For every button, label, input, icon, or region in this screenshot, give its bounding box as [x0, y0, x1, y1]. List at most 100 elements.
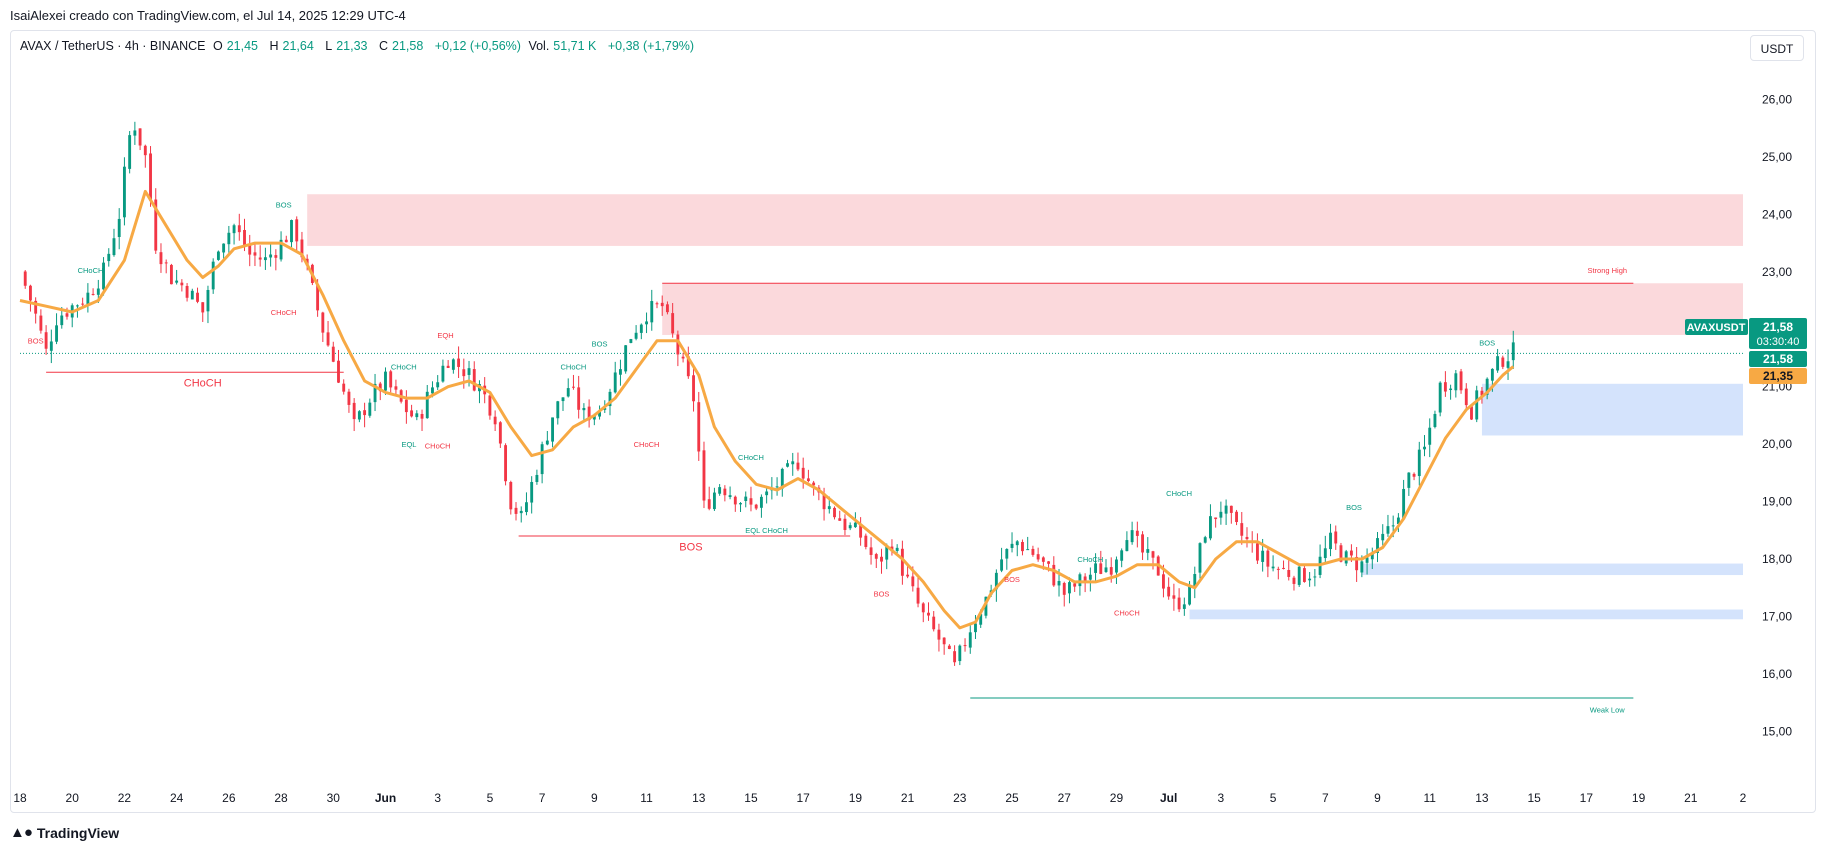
symbol-name[interactable]: AVAX / TetherUS · 4h · BINANCE: [20, 39, 206, 53]
candle-body: [566, 388, 570, 397]
candle-body: [1297, 566, 1301, 585]
y-axis-tick-label: 19,00: [1762, 495, 1792, 509]
candle-body: [133, 130, 137, 136]
candle-body: [290, 220, 293, 243]
candle-body: [519, 510, 523, 514]
candle-body: [1449, 388, 1453, 391]
x-axis-tick-label: 22: [118, 791, 132, 805]
candle-body: [138, 128, 142, 146]
candle-body: [1130, 530, 1134, 543]
tradingview-logo[interactable]: ▲● TradingView: [10, 824, 119, 841]
candle-body: [974, 623, 977, 633]
supply-zone: [307, 194, 1744, 246]
x-axis-tick-label: 5: [1270, 791, 1277, 805]
structure-label: BOS: [28, 337, 44, 346]
candle-body: [833, 507, 836, 518]
structure-label: BOS: [592, 339, 608, 348]
candle-body: [1464, 388, 1468, 406]
candle-body: [232, 225, 236, 234]
y-axis-tick-label: 18,00: [1762, 552, 1792, 566]
candle-body: [1229, 505, 1233, 513]
candle-body: [1151, 551, 1155, 558]
candle-body: [947, 645, 951, 649]
x-axis-tick-label: 30: [327, 791, 341, 805]
x-axis-tick-label: 20: [66, 791, 80, 805]
x-axis-tick-label: 7: [539, 791, 546, 805]
price-change: +0,12 (+0,56%): [434, 39, 521, 53]
candle-body: [561, 397, 565, 402]
candle-body: [378, 383, 382, 392]
candle-body: [1480, 390, 1484, 396]
x-axis-tick-label: 21: [901, 791, 915, 805]
structure-label: CHoCH: [738, 453, 764, 462]
candle-body: [425, 391, 429, 419]
candle-body: [352, 402, 356, 420]
candle-body: [472, 369, 476, 391]
candle-body: [921, 603, 925, 613]
candle-body: [410, 410, 414, 417]
candle-body: [44, 332, 48, 349]
candle-body: [451, 359, 455, 370]
candle-body: [102, 262, 105, 290]
candle-body: [712, 492, 716, 510]
volume-label: Vol.: [528, 39, 550, 53]
candle-body: [864, 535, 868, 547]
volume-value: 51,71 K: [553, 39, 597, 53]
close-label: C: [378, 39, 389, 53]
candle-body: [686, 356, 690, 377]
x-axis-tick-label: 3: [434, 791, 441, 805]
candle-body: [1459, 371, 1463, 391]
candle-body: [859, 524, 863, 538]
candle-body: [1068, 582, 1071, 594]
candle-body: [1177, 597, 1181, 610]
last-price-badge: [1749, 318, 1807, 349]
candle-body: [1355, 556, 1359, 571]
candle-body: [1005, 548, 1009, 559]
close-price-value: 21,58: [1763, 352, 1793, 366]
candle-body: [493, 416, 497, 425]
candle-body: [587, 406, 591, 421]
structure-label: Strong High: [1587, 266, 1627, 275]
candle-body: [551, 417, 554, 442]
candle-body: [786, 463, 789, 467]
candle-body: [1125, 540, 1129, 552]
candle-body: [222, 243, 226, 253]
candle-body: [869, 547, 873, 555]
candle-body: [603, 408, 607, 410]
candle-body: [1496, 356, 1500, 371]
candle-body: [415, 413, 419, 418]
candle-body: [545, 440, 549, 445]
candle-body: [885, 545, 889, 560]
structure-label: CHoCH: [391, 362, 417, 371]
candle-body: [211, 261, 215, 290]
candle-body: [1349, 550, 1353, 556]
candle-body: [1329, 532, 1332, 550]
candle-body: [180, 282, 184, 286]
candle-body: [1490, 368, 1494, 381]
candle-body: [1438, 382, 1442, 413]
x-axis-tick-label: 19: [1632, 791, 1646, 805]
structure-label: BOS: [679, 541, 702, 553]
currency-button[interactable]: USDT: [1750, 35, 1804, 61]
candle-body: [86, 292, 90, 305]
candle-body: [880, 556, 883, 562]
candle-body: [1261, 550, 1265, 562]
candle-body: [572, 386, 575, 388]
candle-body: [1203, 537, 1207, 543]
candle-body: [697, 402, 701, 452]
candle-body: [326, 332, 330, 346]
candle-body: [619, 369, 622, 375]
candle-body: [598, 412, 601, 417]
x-axis-tick-label: 21: [1684, 791, 1698, 805]
candle-body: [107, 253, 111, 262]
candle-body: [1412, 473, 1416, 477]
candle-body: [295, 219, 299, 242]
x-axis-tick-label: 5: [487, 791, 494, 805]
candle-body: [253, 252, 257, 256]
chart-frame: [10, 30, 1816, 813]
candle-body: [1214, 517, 1218, 520]
candle-body: [91, 293, 95, 295]
candle-body: [1120, 550, 1124, 561]
candle-body: [1078, 574, 1082, 587]
